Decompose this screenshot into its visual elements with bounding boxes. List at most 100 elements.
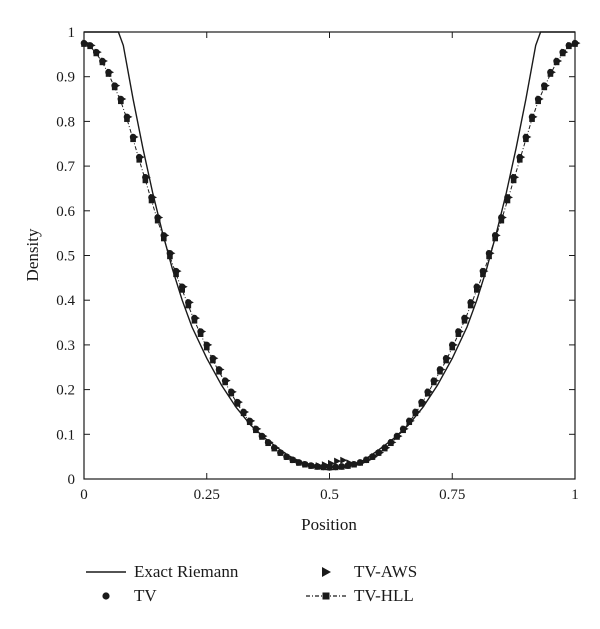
tv-hll-point xyxy=(535,98,541,105)
tv-hll-point xyxy=(87,43,93,50)
tv-hll-point xyxy=(437,368,443,375)
tv-hll-point xyxy=(326,464,333,471)
legend-item-tv-aws: TV-AWS xyxy=(304,561,417,583)
tv-hll-point xyxy=(510,177,517,184)
tv-hll-point xyxy=(541,84,548,91)
y-tick-label: 1 xyxy=(68,25,76,41)
legend-item-tv: TV xyxy=(84,585,157,607)
tv-hll-point xyxy=(431,379,437,386)
tv-hll-point xyxy=(228,390,235,397)
tv-hll-point xyxy=(93,50,100,57)
y-tick-label: 0.8 xyxy=(56,114,75,130)
tv-hll-point xyxy=(160,235,167,242)
density-chart: 0 0.25 0.5 0.75 1 0 0.1 0.2 0.3 0.4 0.5 0.6 0.7 0.8 0.… xyxy=(23,25,581,534)
tv-hll-point xyxy=(314,464,321,470)
tv-hll-point xyxy=(179,287,185,293)
triangle-marker-icon xyxy=(322,567,331,577)
tv-hll-point xyxy=(388,440,394,447)
tv-hll-point xyxy=(498,217,505,224)
y-tick-label: 0 xyxy=(68,472,76,488)
x-tick-label: 1 xyxy=(571,487,579,503)
series-tv-hll xyxy=(81,41,578,471)
x-tick-label: 0 xyxy=(80,487,88,503)
tv-hll-point xyxy=(418,401,425,407)
tv-hll-point xyxy=(203,344,210,351)
tv-aws-point xyxy=(340,456,348,464)
tv-hll-point xyxy=(154,217,161,224)
tv-hll-point xyxy=(173,271,179,278)
tv-hll-point xyxy=(455,331,462,337)
tv-hll-point xyxy=(320,464,327,471)
y-tick-label: 0.5 xyxy=(56,249,75,265)
y-tick-label: 0.7 xyxy=(56,159,75,175)
tv-hll-point xyxy=(289,457,296,464)
tv-hll-point xyxy=(553,59,560,66)
tv-hll-point xyxy=(136,157,143,163)
tv-hll-point xyxy=(148,197,155,204)
y-axis-label: Density xyxy=(23,228,42,281)
series-exact-riemann xyxy=(84,31,575,471)
tv-hll-point xyxy=(253,427,259,434)
series-tv-aws xyxy=(82,39,581,470)
tv-hll-point xyxy=(246,419,253,426)
tv-hll-point xyxy=(461,317,468,324)
tv-hll-point xyxy=(486,253,492,260)
tv-hll-point xyxy=(467,302,474,309)
tv-hll-point xyxy=(400,427,406,434)
solid-line-swatch-icon xyxy=(86,571,126,573)
tv-hll-point xyxy=(210,357,216,364)
dashdot-square-marker-icon xyxy=(306,592,346,600)
legend-label: TV-AWS xyxy=(354,562,418,581)
tv-hll-point xyxy=(240,410,247,417)
tv-hll-point xyxy=(167,253,173,260)
tv-hll-point xyxy=(345,463,351,469)
tv-hll-point xyxy=(363,457,370,464)
series-tv xyxy=(80,39,579,471)
tv-hll-point xyxy=(130,136,136,143)
tv-hll-point xyxy=(259,434,265,440)
y-tick-label: 0.1 xyxy=(56,427,75,443)
tv-hll-point xyxy=(480,271,486,278)
y-tick-label: 0.9 xyxy=(56,70,75,86)
tv-hll-point xyxy=(572,41,578,47)
exact-riemann-line xyxy=(84,31,575,471)
tv-hll-point xyxy=(351,461,357,468)
tv-hll-point xyxy=(111,84,118,91)
tv-hll-point xyxy=(375,450,382,456)
tv-hll-point xyxy=(308,463,314,469)
tv-hll-point xyxy=(529,116,535,122)
tv-hll-point xyxy=(369,454,376,460)
tv-hll-point xyxy=(81,41,87,47)
tv-hll-point xyxy=(222,379,228,386)
x-axis-label: Position xyxy=(301,515,357,534)
tv-hll-point xyxy=(124,116,130,122)
y-tick-label: 0.2 xyxy=(56,383,75,399)
legend-item-exact-riemann: Exact Riemann xyxy=(84,561,238,583)
tv-hll-point xyxy=(523,136,529,143)
tv-hll-point xyxy=(99,59,106,66)
legend-label: TV xyxy=(134,586,157,605)
tv-hll-point xyxy=(406,419,413,426)
tv-hll-point xyxy=(277,450,284,456)
y-tick-label: 0.4 xyxy=(56,293,75,309)
tv-hll-point xyxy=(283,454,290,460)
plot-area-frame xyxy=(83,31,576,480)
legend-label: TV-HLL xyxy=(354,586,414,605)
tv-hll-point xyxy=(424,390,431,397)
tv-hll-line xyxy=(83,43,576,468)
tv-hll-point xyxy=(216,368,222,375)
x-tick-label: 0.25 xyxy=(194,487,220,503)
tv-hll-point xyxy=(197,331,204,337)
tv-hll-point xyxy=(559,50,566,57)
tv-hll-point xyxy=(191,317,198,324)
tv-hll-point xyxy=(566,43,572,50)
legend: Exact Riemann TV-AWS TV TV-HLL xyxy=(0,555,600,625)
tv-hll-point xyxy=(474,287,480,293)
tv-hll-point xyxy=(516,157,523,163)
y-tick-label: 0.6 xyxy=(56,204,75,220)
tv-hll-point xyxy=(338,464,345,470)
tv-hll-point xyxy=(142,177,149,184)
circle-marker-icon xyxy=(102,592,110,600)
tv-hll-point xyxy=(234,401,241,407)
tv-hll-point xyxy=(492,235,499,242)
